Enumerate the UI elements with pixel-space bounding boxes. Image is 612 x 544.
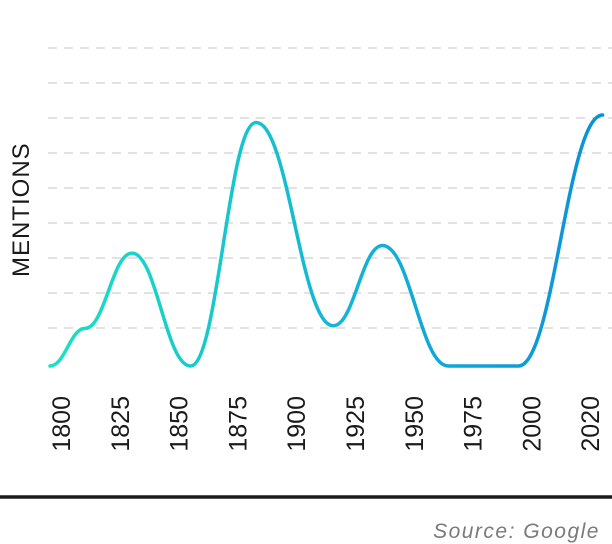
series-line [48,113,605,368]
x-tick-label: 1875 [224,396,252,452]
gridlines [48,47,612,329]
x-axis-ticks: 1800 1825 1850 1875 1900 1925 1950 1975 2000 2020 [48,396,605,452]
x-tick-label: 2020 [577,396,605,452]
series-line-group [48,113,605,368]
x-tick-label: 2000 [518,396,546,452]
x-tick-label: 1900 [283,396,311,452]
x-tick-label: 1825 [107,396,135,452]
x-tick-label: 1850 [166,396,194,452]
x-tick-label: 1925 [342,396,370,452]
x-tick-label: 1975 [460,396,488,452]
y-axis-label: MENTIONS [8,142,35,277]
x-tick-label: 1800 [48,396,76,452]
x-tick-label: 1950 [401,396,429,452]
source-note: Source: Google [433,520,600,543]
